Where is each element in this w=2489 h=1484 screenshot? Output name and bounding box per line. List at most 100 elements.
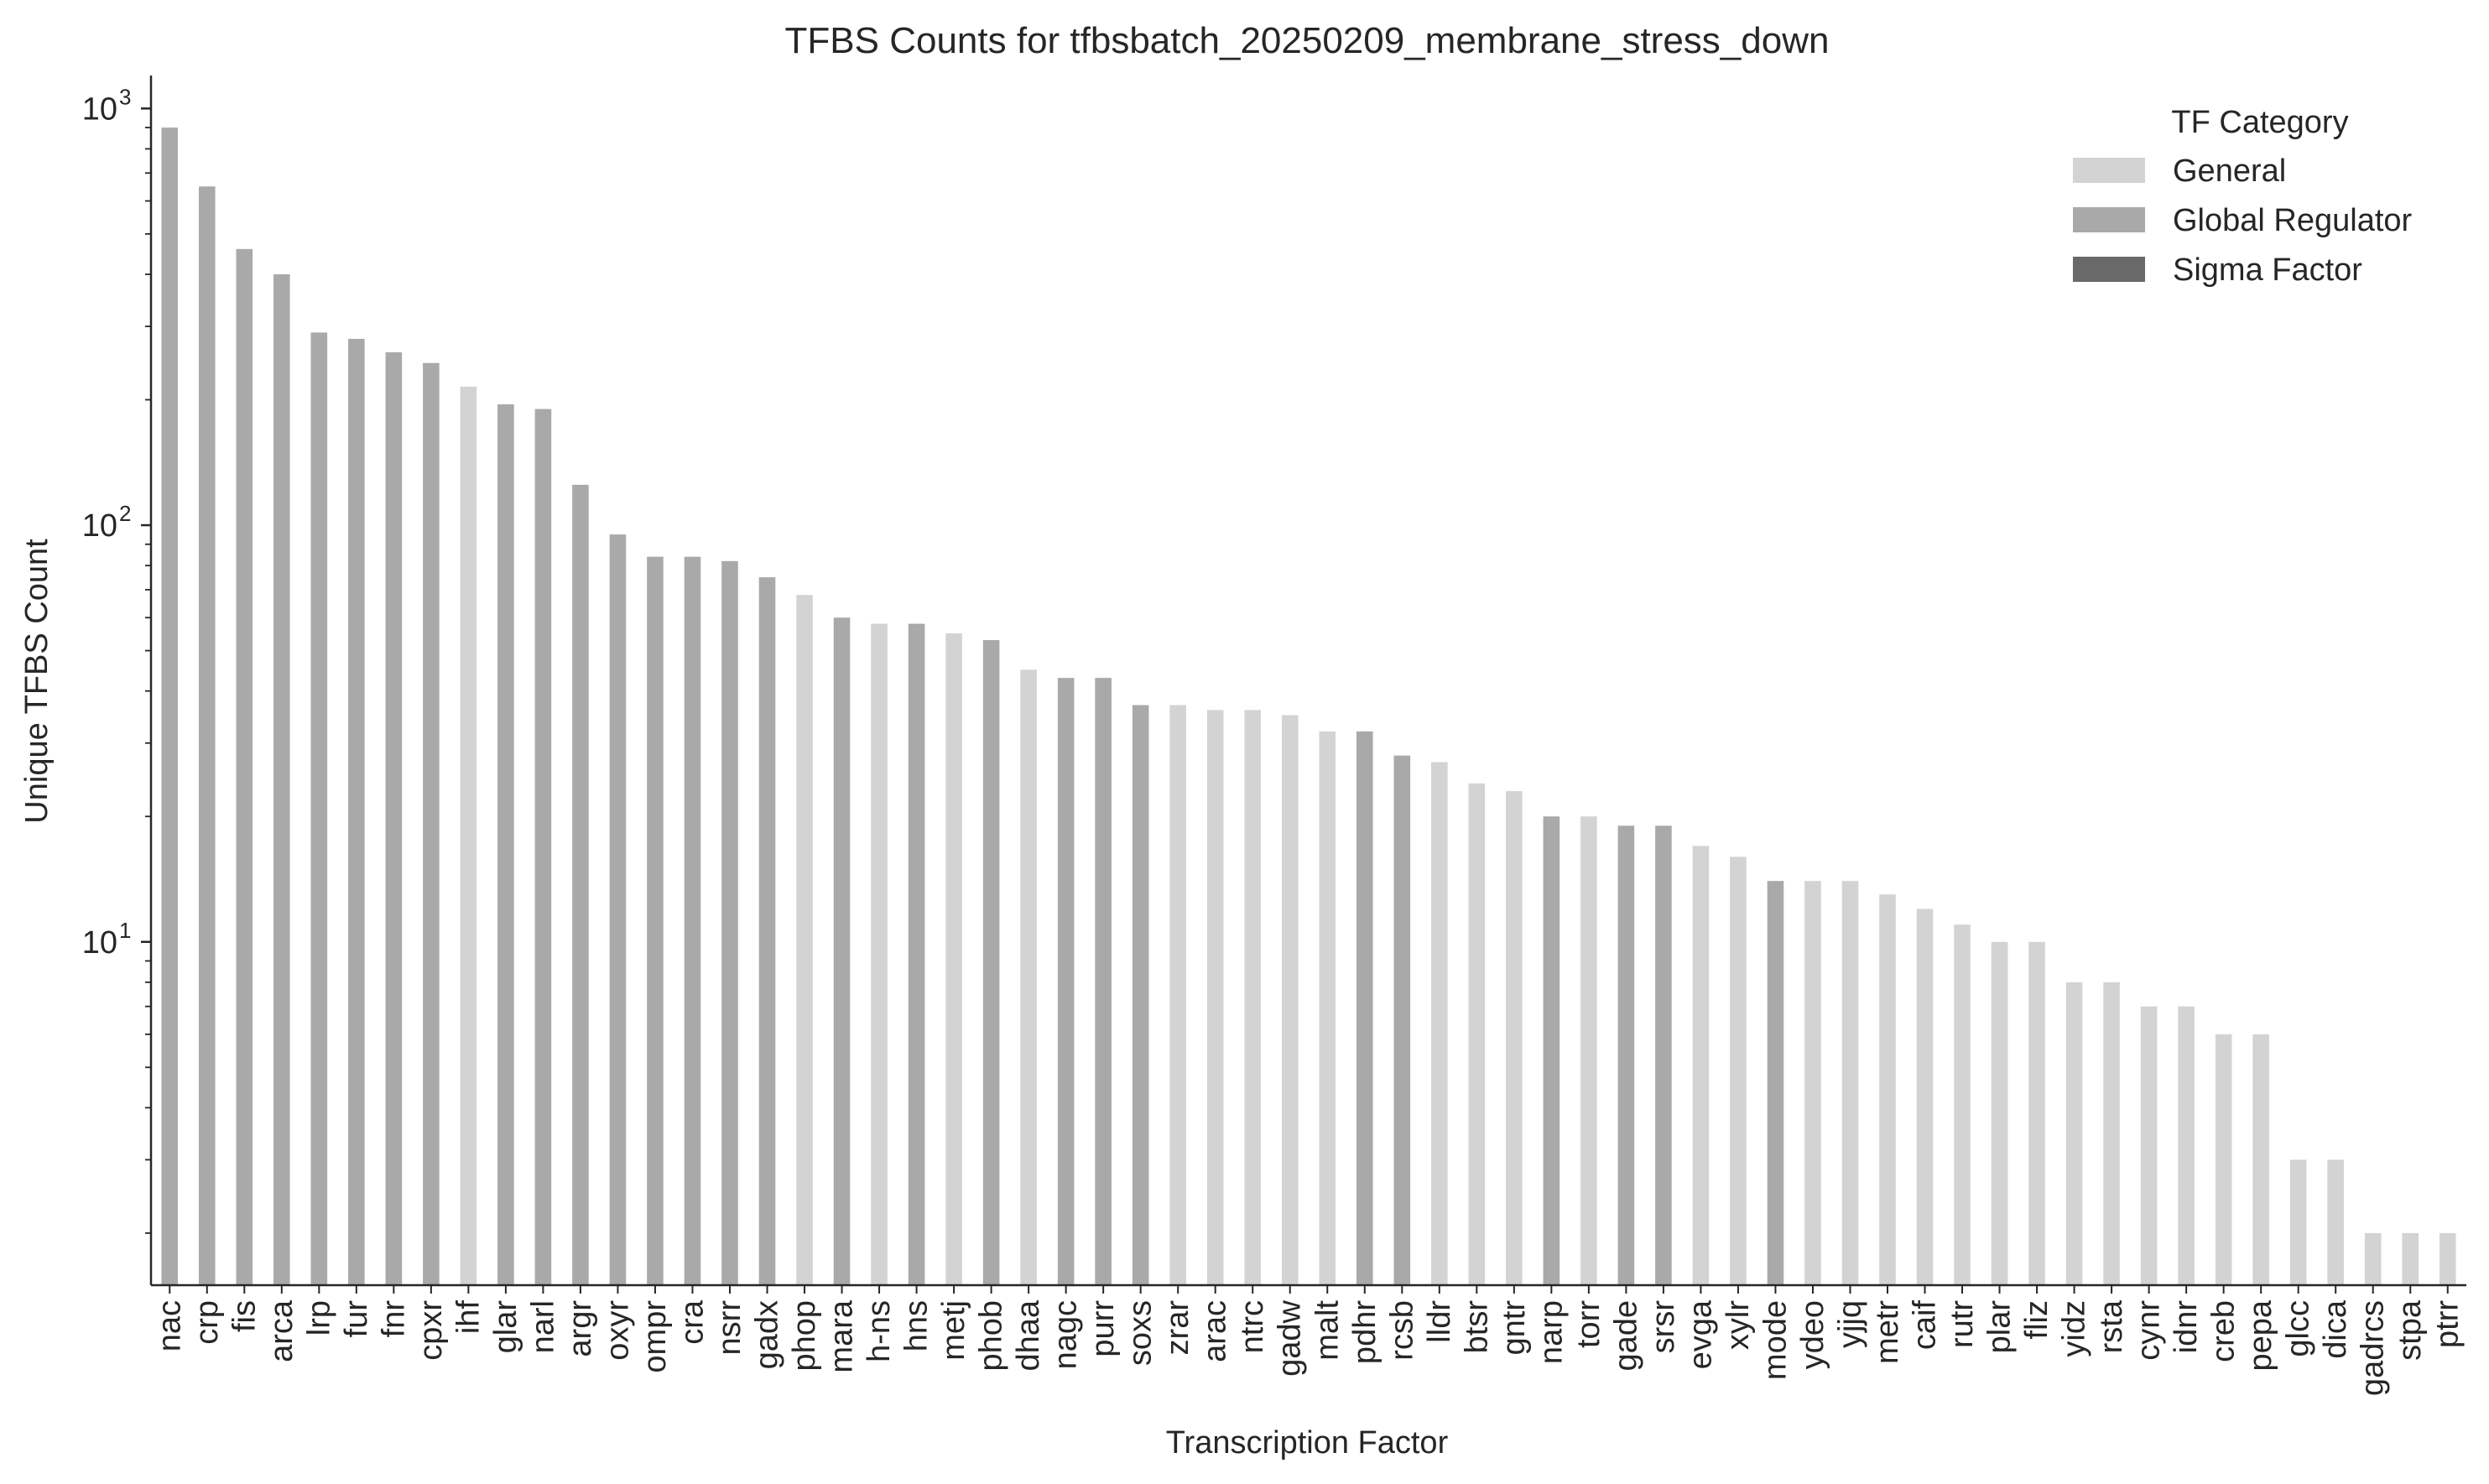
legend-swatch-sigma-factor [2073, 257, 2145, 282]
bar-mode [1767, 881, 1784, 1285]
x-tick-label: malt [1310, 1300, 1345, 1361]
bar-nagc [1057, 678, 1075, 1285]
bar-nsrr [721, 560, 738, 1285]
x-tick-label: gade [1608, 1300, 1643, 1372]
x-tick-label: cra [674, 1299, 710, 1345]
bar-xylr [1730, 857, 1747, 1285]
bar-lrp [310, 332, 328, 1285]
bar-fis [236, 248, 253, 1286]
bar-purr [1095, 678, 1112, 1285]
bar-arac [1206, 710, 1224, 1285]
x-tick-label: metr [1870, 1300, 1905, 1364]
x-tick-label: gntr [1497, 1300, 1532, 1356]
bar-h-ns [871, 623, 888, 1285]
bar-argr [572, 484, 589, 1285]
bar-malt [1319, 731, 1336, 1285]
y-tick-exponent: 2 [119, 501, 131, 526]
bar-fnr [385, 351, 403, 1285]
x-tick-label: h-ns [862, 1300, 897, 1362]
x-tick-label: rcsb [1384, 1300, 1419, 1361]
bar-zrar [1169, 705, 1186, 1285]
bar-narl [534, 409, 552, 1285]
x-tick-label: creb [2206, 1300, 2242, 1362]
legend-swatch-global-regulator [2073, 207, 2145, 232]
bar-btsr [1468, 783, 1486, 1285]
x-tick-label: plar [1982, 1300, 2018, 1354]
bar-rcsb [1393, 755, 1411, 1285]
bar-narp [1543, 816, 1560, 1285]
bar-phob [982, 639, 1000, 1285]
bar-yidz [2065, 982, 2083, 1285]
x-tick-label: fur [339, 1300, 374, 1338]
bar-caif [1916, 909, 1934, 1285]
bar-plar [1991, 941, 2008, 1285]
x-tick-label: nagc [1049, 1300, 1084, 1369]
bar-crp [198, 186, 216, 1285]
x-tick-label: fis [227, 1300, 262, 1332]
bar-ydeo [1804, 881, 1821, 1285]
bar-phop [796, 595, 813, 1285]
y-tick-label: 10 [82, 508, 117, 544]
x-tick-label: ptrr [2430, 1300, 2466, 1348]
bar-ompr [647, 556, 664, 1285]
x-tick-label: xylr [1721, 1300, 1756, 1350]
x-tick-label: glar [488, 1300, 523, 1354]
x-tick-label: argr [563, 1300, 598, 1357]
bar-stpa [2402, 1232, 2419, 1285]
x-tick-label: torr [1571, 1300, 1606, 1348]
x-tick-label: mode [1757, 1300, 1793, 1380]
bar-srsr [1655, 825, 1672, 1285]
bar-dica [2327, 1159, 2344, 1285]
x-tick-label: cpxr [414, 1300, 449, 1361]
bar-ptrr [2439, 1232, 2456, 1285]
bar-glcc [2289, 1159, 2307, 1285]
bar-soxs [1132, 705, 1149, 1285]
x-tick-label: phob [974, 1300, 1009, 1372]
legend-label: Sigma Factor [2173, 253, 2362, 288]
x-tick-label: gadw [1273, 1299, 1308, 1376]
bar-cpxr [423, 362, 440, 1285]
x-tick-label: lldr [1422, 1300, 1457, 1343]
x-tick-label: caif [1908, 1300, 1943, 1351]
bar-torr [1580, 816, 1597, 1285]
x-tick-label: oxyr [600, 1300, 635, 1361]
x-tick-label: rutr [1945, 1300, 1980, 1348]
bar-pdhr [1356, 731, 1373, 1285]
bar-pepa [2252, 1034, 2269, 1285]
bar-rsta [2103, 982, 2120, 1285]
bar-creb [2215, 1034, 2232, 1285]
x-tick-label: dhaa [1011, 1299, 1046, 1371]
bar-hns [908, 623, 925, 1285]
bar-gadx [758, 577, 776, 1285]
x-tick-label: hns [899, 1300, 935, 1351]
legend-title: TF Category [2171, 105, 2348, 140]
x-tick-label: fliz [2019, 1300, 2054, 1339]
bar-cra [684, 556, 701, 1285]
x-tick-label: narp [1533, 1300, 1569, 1364]
x-tick-label: stpa [2393, 1299, 2428, 1361]
y-tick-exponent: 3 [119, 84, 131, 109]
bar-ntrc [1244, 710, 1262, 1285]
x-tick-label: glcc [2281, 1300, 2316, 1357]
x-axis-label: Transcription Factor [1166, 1425, 1449, 1461]
x-tick-label: phop [787, 1300, 822, 1372]
bar-ihf [460, 386, 477, 1285]
x-tick-label: idnr [2169, 1300, 2204, 1354]
bar-lldr [1431, 762, 1448, 1285]
bar-metj [945, 633, 962, 1285]
x-axis-ticks: nac crp fis arca lrp fur fnr cpxr ihf glar narl arg… [152, 1285, 2466, 1396]
x-tick-label: ntrc [1235, 1300, 1270, 1353]
x-tick-label: gadx [750, 1300, 785, 1369]
x-tick-label: narl [525, 1300, 560, 1353]
x-tick-label: yjjq [1832, 1300, 1867, 1348]
x-tick-label: fnr [376, 1300, 411, 1338]
y-tick-label: 10 [82, 925, 117, 961]
bar-evga [1692, 846, 1710, 1285]
x-tick-label: pepa [2243, 1299, 2278, 1371]
bar-oxyr [609, 534, 627, 1285]
bar-nac [161, 128, 179, 1285]
x-tick-label: lrp [301, 1300, 336, 1336]
x-tick-label: ihf [450, 1300, 486, 1335]
